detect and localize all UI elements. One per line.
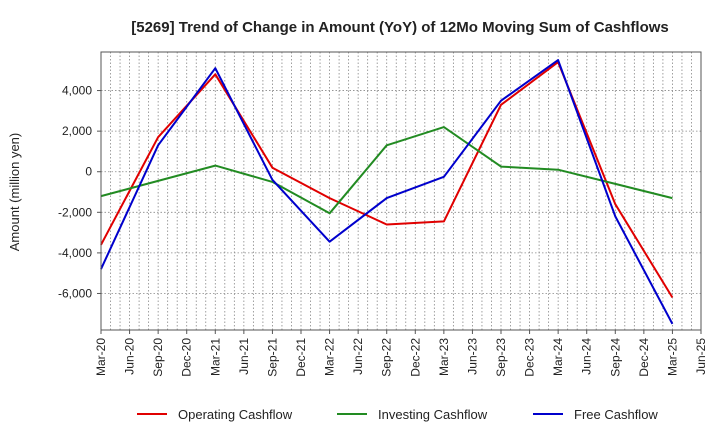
legend-label-free-cashflow: Free Cashflow [574,407,658,422]
y-tick-label: 4,000 [62,84,92,98]
x-tick-label: Dec-20 [180,338,194,377]
x-tick-label: Jun-22 [351,338,365,375]
grid [101,52,701,330]
x-ticks: Mar-20 Jun-20 Sep-20 Dec-20 Mar-21 Jun-21 Sep-… [94,330,708,377]
x-tick-label: Sep-23 [494,338,508,377]
x-tick-label: Dec-21 [294,338,308,377]
legend: Operating Cashflow Investing Cashflow Free… [137,407,658,422]
x-tick-label: Mar-23 [437,338,451,376]
series-lines [100,59,674,325]
y-tick-label: 2,000 [62,124,92,138]
x-tick-label: Sep-20 [151,338,165,377]
x-tick-label: Mar-25 [665,338,679,376]
legend-label-operating-cashflow: Operating Cashflow [178,407,293,422]
x-tick-label: Jun-21 [237,338,251,375]
x-tick-label: Mar-22 [323,338,337,376]
y-ticks: 4,000 2,000 0 -2,000 -4,000 -6,000 [58,84,101,300]
y-axis-label: Amount (million yen) [7,133,22,252]
x-tick-label: Mar-24 [551,338,565,376]
x-tick-label: Mar-20 [94,338,108,376]
x-tick-label: Dec-24 [637,338,651,377]
x-tick-label: Dec-23 [523,338,537,377]
x-tick-label: Jun-24 [580,338,594,375]
x-tick-label: Jun-20 [123,338,137,375]
chart-title: [5269] Trend of Change in Amount (YoY) o… [131,19,669,36]
series-line-free-cashflow [100,59,674,325]
x-tick-label: Mar-21 [208,338,222,376]
x-tick-label: Sep-24 [608,338,622,377]
legend-label-investing-cashflow: Investing Cashflow [378,407,488,422]
y-tick-label: 0 [85,165,92,179]
plot-frame [100,51,702,331]
y-tick-label: -6,000 [58,286,92,300]
x-tick-label: Sep-22 [380,338,394,377]
y-tick-label: -2,000 [58,205,92,219]
x-tick-label: Jun-23 [465,338,479,375]
series-line-investing-cashflow [100,126,673,215]
y-tick-label: -4,000 [58,246,92,260]
x-tick-label: Sep-21 [265,338,279,377]
x-tick-label: Dec-22 [408,338,422,377]
x-tick-label: Jun-25 [694,338,708,375]
